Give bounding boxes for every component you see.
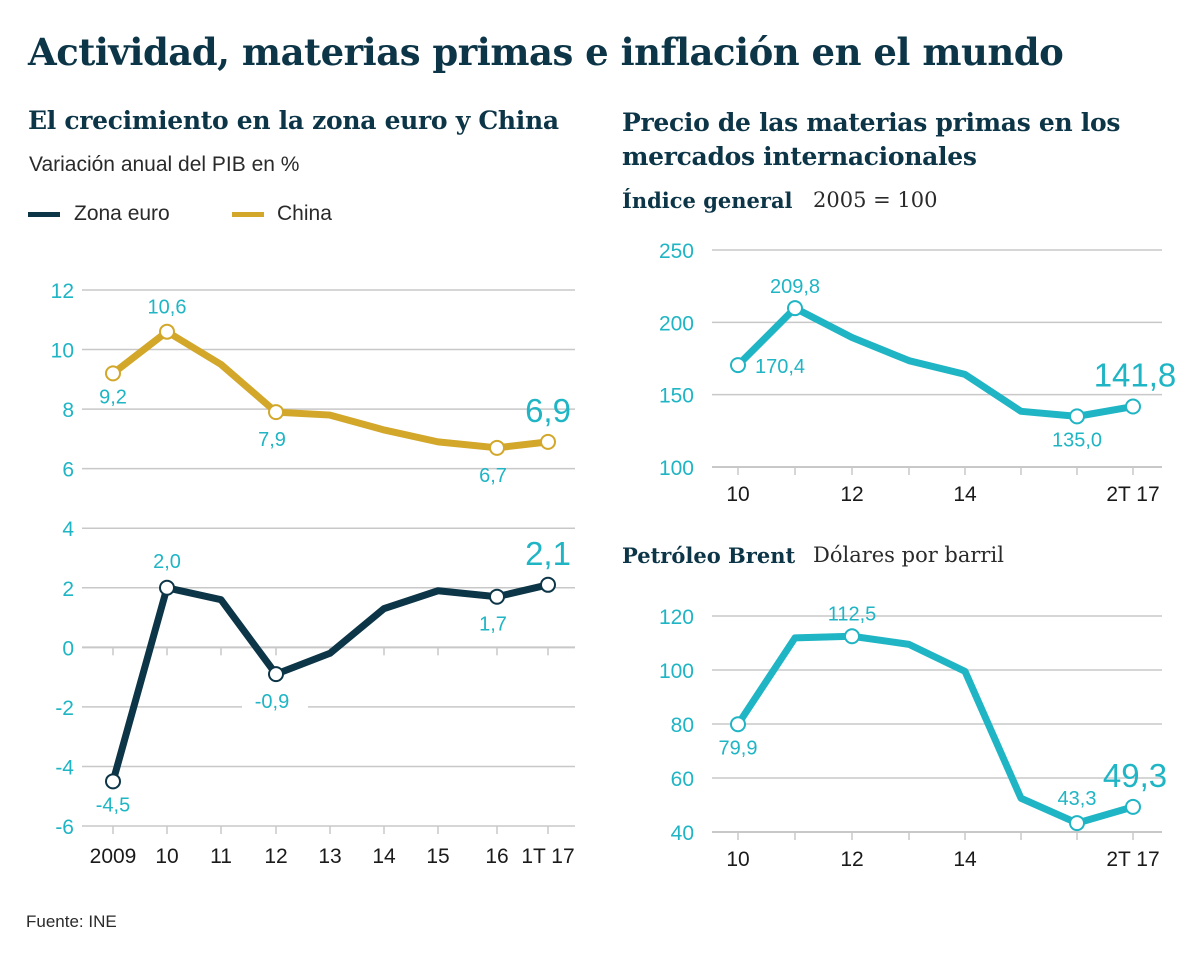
data-label-latest: 6,9 — [525, 392, 571, 429]
x-tick-label: 13 — [318, 845, 341, 868]
data-point — [1125, 398, 1141, 415]
data-label: -0,9 — [255, 691, 289, 713]
data-label: 10,6 — [148, 297, 187, 319]
y-tick-label: 6 — [62, 459, 74, 482]
data-point — [159, 579, 175, 596]
data-point — [105, 773, 121, 790]
y-tick-label: 100 — [659, 660, 694, 683]
brent-chart-title: Petróleo Brent — [622, 543, 796, 568]
index-chart-unit: 2005 = 100 — [813, 188, 938, 212]
data-label-latest: 2,1 — [525, 535, 571, 572]
x-tick-label: 1T 17 — [521, 845, 574, 868]
data-label: -4,5 — [96, 794, 130, 816]
x-tick-label: 10 — [155, 845, 178, 868]
data-label: 79,9 — [719, 737, 758, 759]
data-point — [1069, 815, 1085, 832]
x-tick-label: 16 — [485, 845, 508, 868]
x-tick-label: 2T 17 — [1106, 483, 1159, 506]
y-tick-label: 250 — [659, 240, 694, 263]
brent-chart-unit: Dólares por barril — [813, 543, 1004, 567]
data-label: 135,0 — [1052, 429, 1102, 451]
x-tick-label: 11 — [210, 845, 232, 868]
brent-line — [735, 632, 1134, 827]
x-tick-label: 14 — [372, 845, 396, 868]
y-tick-label: 60 — [671, 768, 694, 791]
data-point — [489, 588, 505, 605]
data-label: 6,7 — [479, 465, 507, 487]
x-tick-label: 12 — [840, 483, 863, 506]
x-tick-label: 10 — [726, 848, 749, 871]
data-point — [1069, 408, 1085, 425]
y-tick-label: 200 — [659, 312, 694, 335]
data-label: 1,7 — [479, 614, 507, 636]
data-point — [489, 439, 505, 456]
index-line — [735, 304, 1134, 420]
index-chart-subtitle: Índice general — [622, 188, 793, 213]
y-tick-label: -2 — [55, 697, 74, 720]
x-tick-label: 2009 — [90, 845, 137, 868]
x-tick-label: 2T 17 — [1106, 848, 1159, 871]
data-point — [268, 404, 284, 421]
source-note: Fuente: INE — [26, 912, 117, 931]
legend-label-euro: Zona euro — [74, 202, 170, 225]
y-tick-label: 12 — [51, 280, 74, 303]
data-point — [787, 300, 803, 317]
data-label: 7,9 — [258, 429, 286, 451]
y-tick-label: 80 — [671, 714, 694, 737]
y-tick-label: 100 — [659, 457, 694, 480]
x-tick-label: 12 — [840, 848, 863, 871]
y-tick-label: 2 — [62, 578, 74, 601]
data-label: 43,3 — [1058, 788, 1097, 810]
growth-chart-title: El crecimiento en la zona euro y China — [28, 106, 559, 135]
label-background — [242, 688, 308, 715]
data-label: 170,4 — [755, 356, 805, 378]
x-tick-label: 15 — [426, 845, 449, 868]
data-label-latest: 49,3 — [1103, 757, 1167, 794]
legend-swatch-china — [232, 212, 264, 217]
data-label-latest: 141,8 — [1094, 357, 1177, 394]
data-point — [105, 365, 121, 382]
y-tick-label: -4 — [55, 756, 74, 779]
data-point — [730, 357, 746, 374]
data-point — [1125, 798, 1141, 815]
y-tick-label: 8 — [62, 399, 74, 422]
china-line — [110, 328, 549, 452]
y-tick-label: 4 — [62, 518, 74, 541]
y-tick-label: 120 — [659, 606, 694, 629]
data-label: 9,2 — [99, 386, 127, 408]
x-tick-label: 14 — [953, 848, 977, 871]
euro-line — [109, 581, 549, 783]
data-label: 112,5 — [828, 603, 877, 625]
x-tick-label: 12 — [264, 845, 287, 868]
data-point — [268, 666, 284, 683]
commodity-chart-title: Precio de las materias primas en los mer… — [622, 108, 1121, 171]
y-tick-label: 10 — [51, 340, 74, 363]
legend-swatch-euro — [28, 212, 60, 217]
y-tick-label: 150 — [659, 385, 694, 408]
x-tick-label: 14 — [953, 483, 977, 506]
x-tick-label: 10 — [726, 483, 749, 506]
data-label: 2,0 — [153, 551, 181, 573]
data-point — [730, 716, 746, 733]
data-point — [540, 433, 556, 450]
data-label: 209,8 — [770, 276, 820, 298]
page-title: Actividad, materias primas e inflación e… — [28, 30, 1064, 74]
data-point — [159, 323, 175, 340]
y-tick-label: 0 — [62, 637, 74, 660]
legend-label-china: China — [277, 202, 332, 225]
growth-chart-subtitle: Variación anual del PIB en % — [29, 153, 300, 176]
data-point — [844, 628, 860, 645]
data-point — [540, 576, 556, 593]
y-tick-label: -6 — [55, 816, 74, 839]
y-tick-label: 40 — [671, 822, 694, 845]
